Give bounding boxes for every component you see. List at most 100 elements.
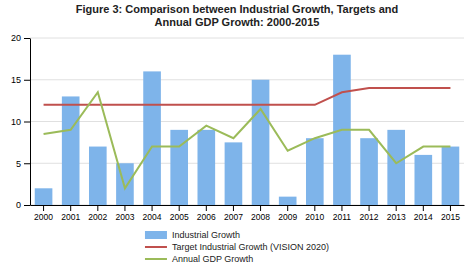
legend-swatch [145, 231, 167, 239]
tick: 2005 [170, 205, 189, 222]
tick-label: 2006 [197, 212, 216, 222]
legend-item: Annual GDP Growth [145, 254, 253, 264]
tick: 10 [11, 117, 30, 127]
tick-mark [43, 205, 44, 211]
tick-label: 2014 [414, 212, 433, 222]
tick-mark [233, 205, 234, 211]
tick: 2015 [441, 205, 460, 222]
legend-item: Target Industrial Growth (VISION 2020) [145, 242, 329, 252]
tick-label: 2015 [441, 212, 460, 222]
line [44, 92, 451, 188]
tick-label: 2010 [305, 212, 324, 222]
chart: Figure 3: Comparison between Industrial … [0, 0, 474, 267]
legend-item: Industrial Growth [145, 230, 240, 240]
tick-mark [314, 205, 315, 211]
tick-mark [152, 205, 153, 211]
tick-mark [260, 205, 261, 211]
tick-mark [341, 205, 342, 211]
tick-label: 2002 [88, 212, 107, 222]
bar [143, 71, 161, 205]
tick-label: 2008 [251, 212, 270, 222]
legend-label: Target Industrial Growth (VISION 2020) [172, 242, 329, 252]
axis-line [30, 39, 31, 206]
tick: 2009 [278, 205, 297, 222]
bar-series [35, 55, 460, 205]
tick: 5 [16, 159, 30, 169]
bar [442, 147, 460, 205]
tick: 2003 [115, 205, 134, 222]
tick-label: 2004 [143, 212, 162, 222]
grid-line [30, 121, 464, 122]
tick-label: 0 [16, 200, 21, 210]
tick-mark [396, 205, 397, 211]
tick: 2011 [333, 205, 352, 222]
legend-swatch [145, 246, 167, 248]
tick-label: 2013 [387, 212, 406, 222]
tick-label: 2005 [170, 212, 189, 222]
legend-label: Annual GDP Growth [172, 254, 253, 264]
tick-mark [423, 205, 424, 211]
plot: 0 5 10 15 20 2000 2001 2002 2003 2004 2005 2006 2007… [11, 33, 465, 222]
legend-swatch [145, 258, 167, 260]
bar [306, 138, 324, 205]
tick: 2008 [251, 205, 270, 222]
bar [279, 197, 297, 205]
tick-label: 2007 [224, 212, 243, 222]
tick-label: 2001 [61, 212, 80, 222]
tick-label: 2000 [34, 212, 53, 222]
bar [252, 80, 270, 205]
tick-mark [206, 205, 207, 211]
bar [62, 96, 80, 205]
grid [30, 38, 464, 205]
tick-label: 2003 [115, 212, 134, 222]
title-line: Annual GDP Growth: 2000-2015 [155, 16, 320, 28]
tick-mark [24, 122, 30, 123]
tick-mark [24, 38, 30, 39]
tick-mark [450, 205, 451, 211]
tick-mark [70, 205, 71, 211]
tick: 2000 [34, 205, 53, 222]
marks [35, 55, 460, 205]
tick: 2014 [414, 205, 433, 222]
line [44, 88, 451, 105]
tick: 0 [16, 200, 30, 210]
tick-mark [124, 205, 125, 211]
tick-mark [287, 205, 288, 211]
grid-line [30, 38, 464, 39]
tick: 2004 [143, 205, 162, 222]
tick: 2002 [88, 205, 107, 222]
tick-mark [179, 205, 180, 211]
bar [89, 147, 107, 205]
bar [414, 155, 432, 205]
axis-line [31, 205, 465, 206]
tick: 2013 [387, 205, 406, 222]
tick-label: 5 [16, 159, 21, 169]
legend: Industrial Growth Target Industrial Growt… [145, 230, 329, 264]
tick: 2010 [305, 205, 324, 222]
bar [35, 188, 53, 205]
tick-label: 2009 [278, 212, 297, 222]
tick-label: 15 [11, 75, 21, 85]
tick-label: 2011 [333, 212, 352, 222]
tick: 2006 [197, 205, 216, 222]
tick: 2001 [61, 205, 80, 222]
tick: 2007 [224, 205, 243, 222]
tick: 2012 [360, 205, 379, 222]
tick-mark [24, 205, 30, 206]
tick: 20 [11, 33, 30, 43]
bar [225, 142, 243, 205]
grid-line [30, 79, 464, 80]
y-axis: 0 5 10 15 20 [11, 33, 31, 210]
tick-label: 20 [11, 33, 21, 43]
tick-mark [97, 205, 98, 211]
tick-mark [24, 80, 30, 81]
tick-mark [24, 163, 30, 164]
tick-mark [369, 205, 370, 211]
title: Figure 3: Comparison between Industrial … [76, 3, 399, 28]
bar [360, 138, 378, 205]
tick-label: 10 [11, 117, 21, 127]
bar [387, 130, 405, 205]
legend-label: Industrial Growth [172, 230, 240, 240]
tick: 15 [11, 75, 30, 85]
bar [197, 130, 215, 205]
